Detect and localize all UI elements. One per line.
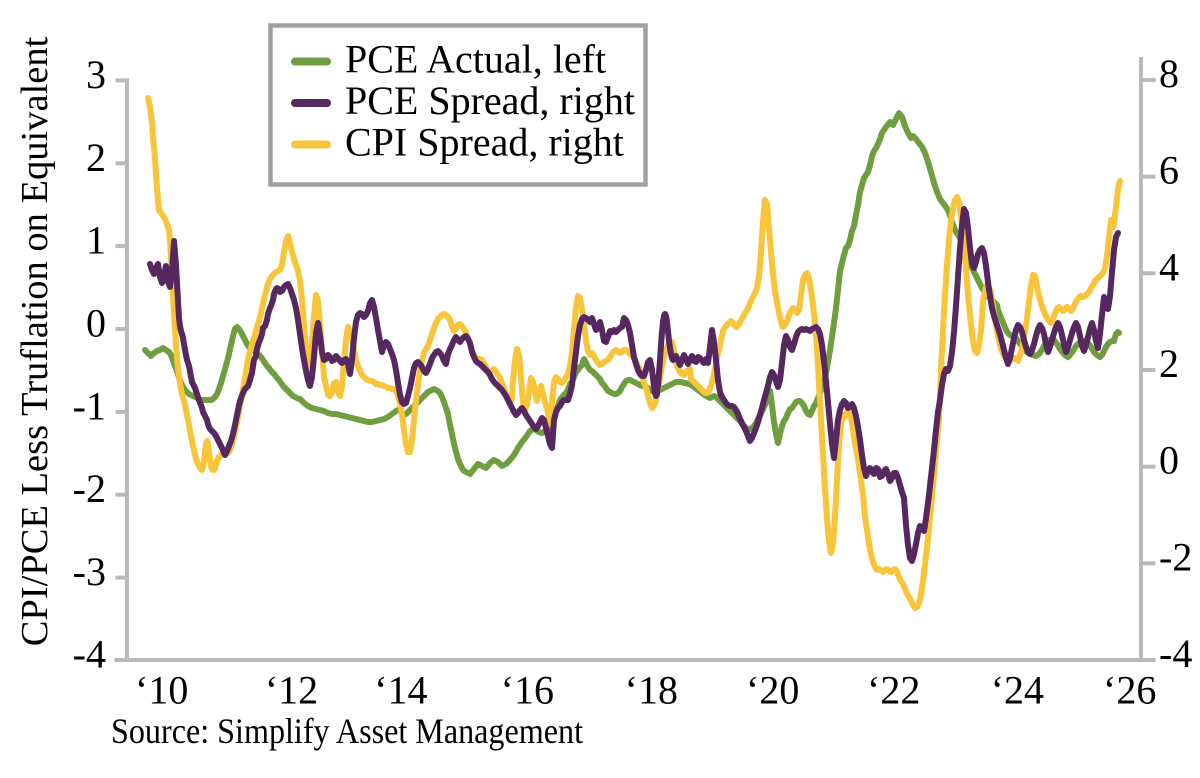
svg-text:CPI/PCE Less Truflation on Equ: CPI/PCE Less Truflation on Equivalent	[14, 36, 56, 646]
svg-text:‘26: ‘26	[1103, 668, 1156, 713]
svg-text:PCE Actual, left: PCE Actual, left	[345, 37, 606, 82]
svg-text:-2: -2	[73, 466, 106, 511]
svg-text:-1: -1	[73, 383, 106, 428]
svg-text:‘12: ‘12	[265, 668, 318, 713]
svg-text:4: 4	[1159, 244, 1179, 289]
svg-text:PCE Spread, right: PCE Spread, right	[345, 78, 635, 123]
svg-text:1: 1	[86, 218, 106, 263]
svg-text:‘10: ‘10	[135, 668, 188, 713]
svg-text:-4: -4	[1159, 631, 1192, 676]
svg-text:0: 0	[86, 301, 106, 346]
svg-text:8: 8	[1159, 51, 1179, 96]
svg-text:2: 2	[1159, 341, 1179, 386]
svg-text:3: 3	[86, 52, 106, 97]
svg-text:0: 0	[1159, 438, 1179, 483]
svg-text:Source: Simplify Asset Managem: Source: Simplify Asset Management	[111, 711, 583, 751]
svg-text:-2: -2	[1159, 534, 1192, 579]
svg-text:‘20: ‘20	[746, 668, 799, 713]
svg-text:6: 6	[1159, 148, 1179, 193]
svg-text:‘18: ‘18	[625, 668, 678, 713]
svg-text:2: 2	[86, 135, 106, 180]
svg-text:-3: -3	[73, 549, 106, 594]
svg-text:-4: -4	[73, 632, 106, 677]
svg-text:CPI Spread, right: CPI Spread, right	[345, 120, 624, 165]
svg-text:‘16: ‘16	[501, 668, 554, 713]
svg-text:‘14: ‘14	[374, 668, 427, 713]
svg-text:‘24: ‘24	[991, 668, 1044, 713]
svg-text:‘22: ‘22	[867, 668, 920, 713]
